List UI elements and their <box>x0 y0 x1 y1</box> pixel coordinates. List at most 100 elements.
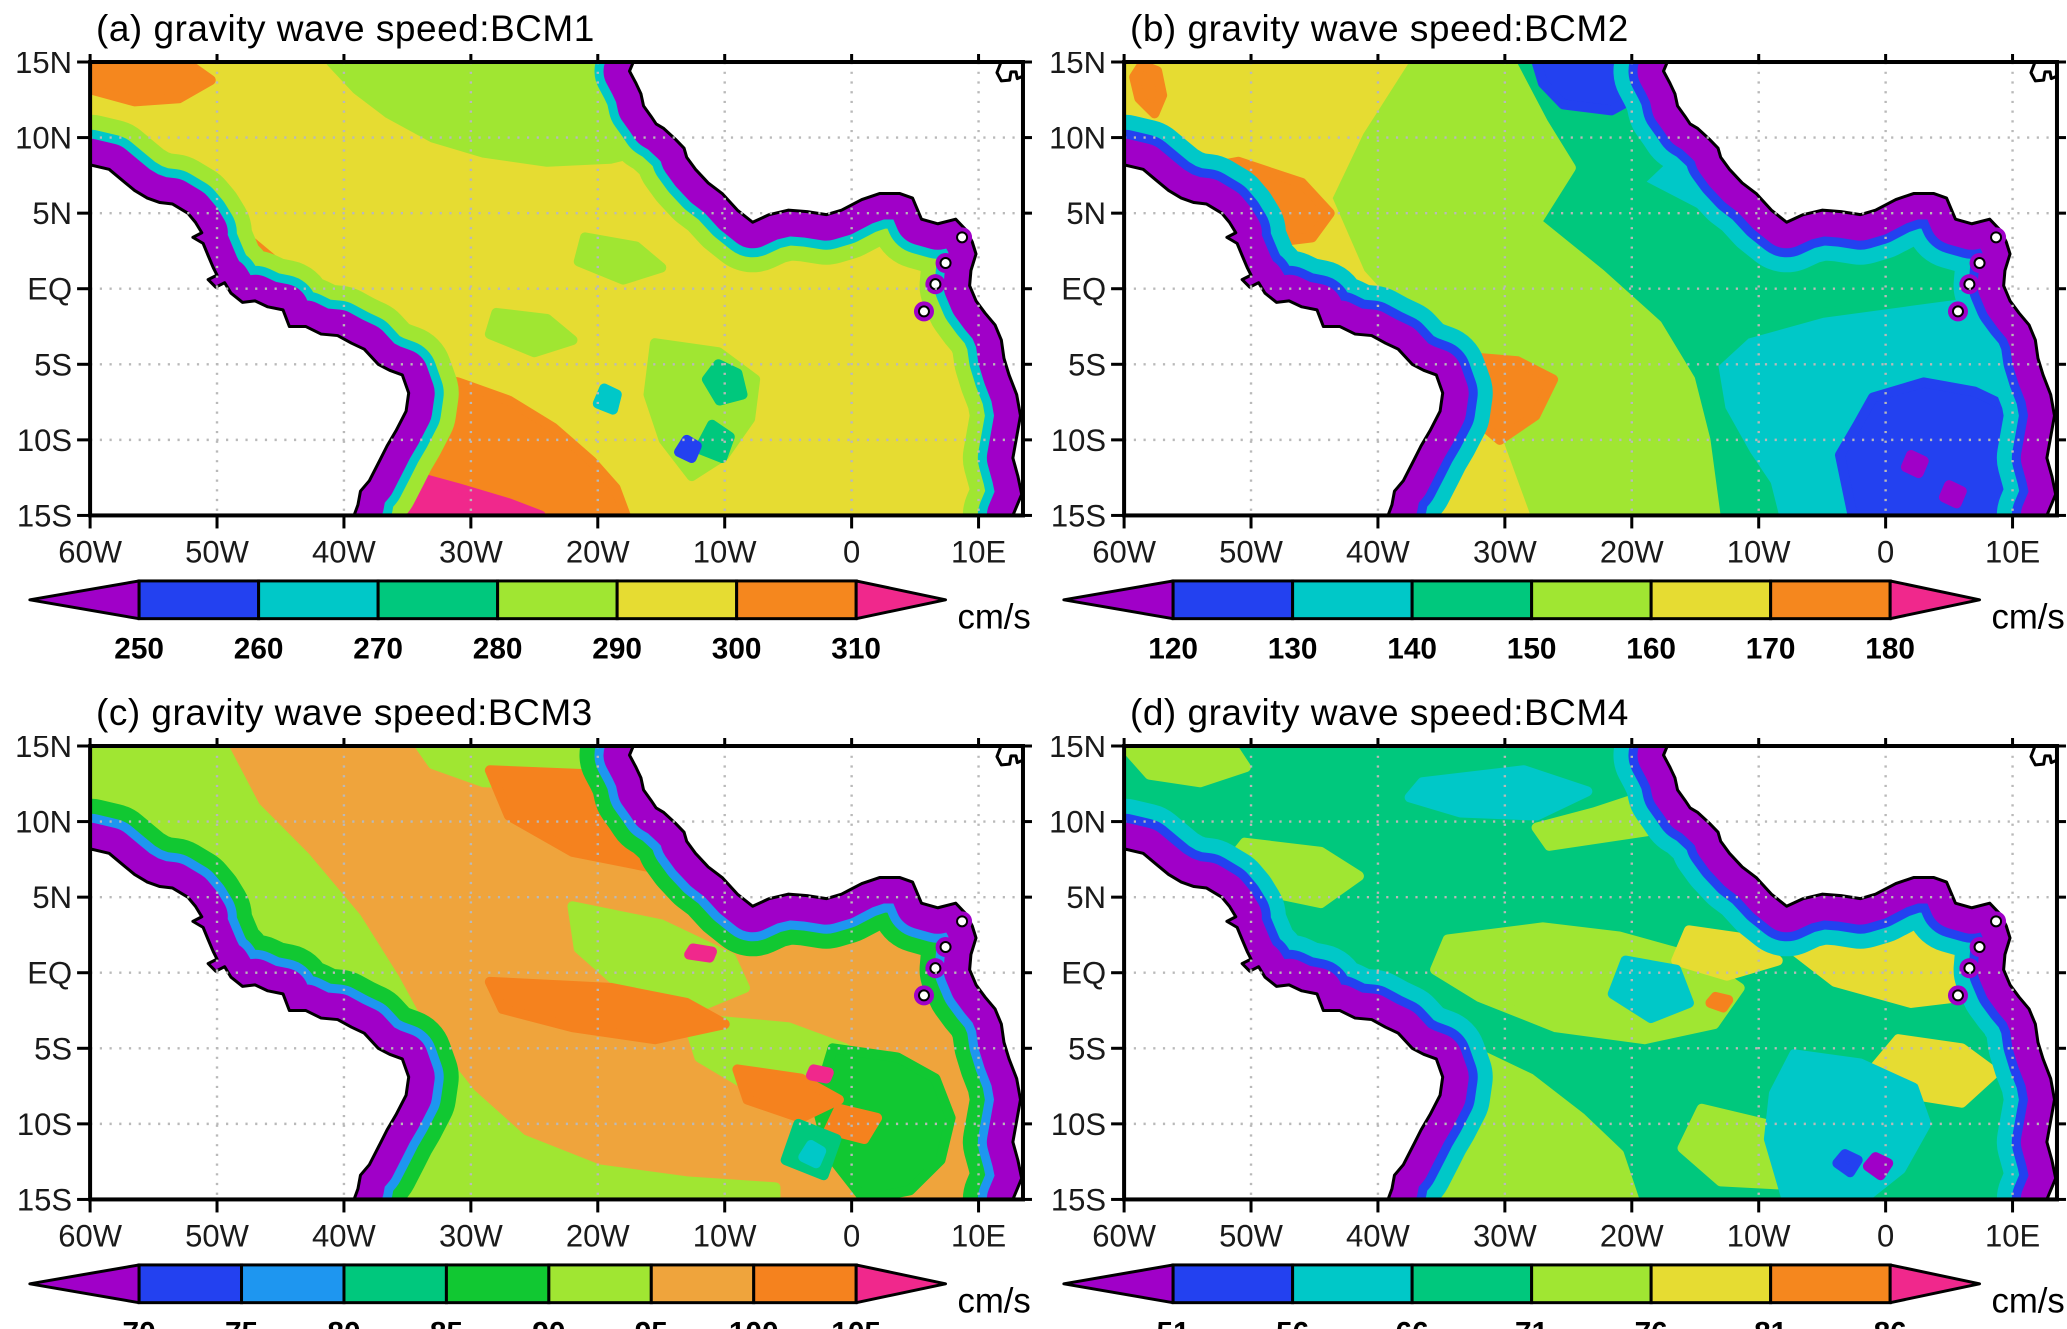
y-tick-label: 5S <box>1068 1031 1106 1066</box>
map-plot-a: 60W 50W 40W 30W 20W 10W 0 10E 15N 10N 5N EQ 5S 10S 15S <box>15 52 1032 567</box>
x-tick-label: 60W <box>1092 534 1156 567</box>
colorbar-units-label: cm/s <box>1991 599 2064 637</box>
gridlines <box>90 62 1023 516</box>
colorbar-a: 250 260 270 280 290 300 310 cm/s <box>28 579 1031 666</box>
island-marker <box>956 915 969 928</box>
x-tick-label: 10W <box>1727 1218 1791 1251</box>
x-tick-label: 10W <box>1727 534 1791 567</box>
colorbar-tick-label: 130 <box>1268 633 1318 666</box>
colorbar-c: 70 75 80 85 90 95 100 105 cm/s <box>28 1263 1031 1329</box>
island-marker <box>1990 231 2003 244</box>
x-tick-label: 0 <box>843 1218 860 1251</box>
axis-ticks-labels: 60W 50W 40W 30W 20W 10W 0 10E 15N 10N 5N EQ 5S 10S 15S <box>15 52 1032 567</box>
island-marker <box>1951 989 1964 1002</box>
x-tick-label: 50W <box>185 1218 249 1251</box>
colorbar-segments <box>28 579 948 621</box>
colorbar-tick-label: 51 <box>1157 1317 1190 1329</box>
corner-coast-mark <box>995 746 1023 767</box>
y-tick-label: 5N <box>1066 880 1106 915</box>
colorbar-b: 120 130 140 150 160 170 180 cm/s <box>1062 579 2065 666</box>
panel-bcm3: (c) gravity wave speed:BCM3 60W 50W 40W 30W… <box>0 686 1033 1329</box>
colorbar-tick-label: 310 <box>831 633 881 666</box>
panel-bcm2: (b) gravity wave speed:BCM2 60W 50W 40W 30W… <box>1034 2 2067 669</box>
corner-coast-mark <box>2029 746 2057 767</box>
x-tick-label: 60W <box>58 1218 122 1251</box>
colorbar-container-bcm2: 120 130 140 150 160 170 180 cm/s <box>1034 571 2067 668</box>
colorbar-container-bcm4: 51 56 66 71 76 81 86 cm/s <box>1034 1255 2067 1329</box>
plot-frame <box>1122 744 2059 1202</box>
map-container-bcm3: 60W 50W 40W 30W 20W 10W 0 10E 15N 10N 5N EQ 5S 10S 15S <box>0 736 1033 1251</box>
x-tick-label: 40W <box>312 1218 376 1251</box>
colorbar-tick-label: 170 <box>1746 633 1796 666</box>
y-tick-label: 15N <box>15 736 72 764</box>
y-tick-label: 10N <box>15 121 72 156</box>
colorbar-tick-label: 81 <box>1754 1317 1787 1329</box>
y-tick-label: 10S <box>1051 423 1106 458</box>
colorbar-tick-label: 100 <box>729 1317 779 1329</box>
x-tick-label: 10E <box>1985 534 2040 567</box>
y-tick-label: EQ <box>1061 956 1106 991</box>
x-tick-label: 20W <box>566 1218 630 1251</box>
panel-title-bcm4: (d) gravity wave speed:BCM4 <box>1130 692 1629 733</box>
y-tick-label: 5S <box>34 1031 72 1066</box>
colorbar-tick-label: 300 <box>712 633 762 666</box>
ocean-field <box>1124 62 2057 516</box>
island-marker <box>1973 257 1986 270</box>
corner-coast-mark <box>2029 62 2057 83</box>
map-container-bcm4: 60W 50W 40W 30W 20W 10W 0 10E 15N 10N 5N EQ 5S 10S 15S <box>1034 736 2067 1251</box>
y-tick-label: 10N <box>15 805 72 840</box>
colorbar-tick-label: 75 <box>225 1317 258 1329</box>
corner-coast-mark <box>995 62 1023 83</box>
y-tick-label: 15N <box>15 52 72 80</box>
colorbar-tick-label: 76 <box>1635 1317 1668 1329</box>
y-tick-label: 15S <box>17 1182 72 1217</box>
x-tick-label: 10W <box>693 534 757 567</box>
colorbar-segments <box>28 1263 948 1305</box>
x-tick-label: 40W <box>1346 1218 1410 1251</box>
y-tick-label: 10N <box>1049 805 1106 840</box>
island-marker <box>1973 941 1986 954</box>
ocean-field <box>90 62 1023 516</box>
colorbar-segments <box>1062 1263 1982 1305</box>
panel-bcm4: (d) gravity wave speed:BCM4 60W 50W 40W 30W… <box>1034 686 2067 1329</box>
land-africa <box>1662 746 2057 1200</box>
map-plot-d: 60W 50W 40W 30W 20W 10W 0 10E 15N 10N 5N EQ 5S 10S 15S <box>1049 736 2066 1251</box>
island-marker <box>939 257 952 270</box>
x-tick-label: 50W <box>1219 1218 1283 1251</box>
colorbar-units-label: cm/s <box>957 1283 1030 1321</box>
colorbar-container-bcm1: 250 260 270 280 290 300 310 cm/s <box>0 571 1033 668</box>
y-tick-label: 15N <box>1049 52 1106 80</box>
colorbar-tick-label: 280 <box>473 633 523 666</box>
colorbar-units-label: cm/s <box>1991 1283 2064 1321</box>
island-marker <box>956 231 969 244</box>
colorbar-units-label: cm/s <box>957 599 1030 637</box>
x-tick-label: 60W <box>1092 1218 1156 1251</box>
axis-ticks-labels: 60W 50W 40W 30W 20W 10W 0 10E 15N 10N 5N EQ 5S 10S 15S <box>1049 736 2066 1251</box>
y-tick-label: 5N <box>32 196 72 231</box>
colorbar-tick-label: 66 <box>1396 1317 1429 1329</box>
x-tick-label: 40W <box>312 534 376 567</box>
map-container-bcm1: 60W 50W 40W 30W 20W 10W 0 10E 15N 10N 5N EQ 5S 10S 15S <box>0 52 1033 567</box>
y-tick-label: 15S <box>17 498 72 533</box>
colorbar-tick-label: 140 <box>1387 633 1437 666</box>
colorbar-tick-label: 70 <box>123 1317 156 1329</box>
x-tick-label: 50W <box>185 534 249 567</box>
x-tick-label: 20W <box>1600 534 1664 567</box>
colorbar-tick-label: 71 <box>1515 1317 1548 1329</box>
x-tick-label: 40W <box>1346 534 1410 567</box>
y-tick-label: 10S <box>1051 1107 1106 1142</box>
island-marker <box>1990 915 2003 928</box>
colorbar-segments <box>1062 579 1982 621</box>
colorbar-tick-label: 95 <box>635 1317 668 1329</box>
x-tick-label: 10W <box>693 1218 757 1251</box>
map-container-bcm2: 60W 50W 40W 30W 20W 10W 0 10E 15N 10N 5N EQ 5S 10S 15S <box>1034 52 2067 567</box>
gridlines <box>1124 62 2057 516</box>
y-tick-label: EQ <box>27 272 72 307</box>
land-africa <box>628 746 1023 1200</box>
land-africa <box>628 62 1023 516</box>
colorbar-tick-label: 80 <box>327 1317 360 1329</box>
panel-bcm1: (a) gravity wave speed:BCM1 60W 50W 40W 30W… <box>0 2 1033 669</box>
x-tick-label: 20W <box>566 534 630 567</box>
island-marker <box>917 305 930 318</box>
